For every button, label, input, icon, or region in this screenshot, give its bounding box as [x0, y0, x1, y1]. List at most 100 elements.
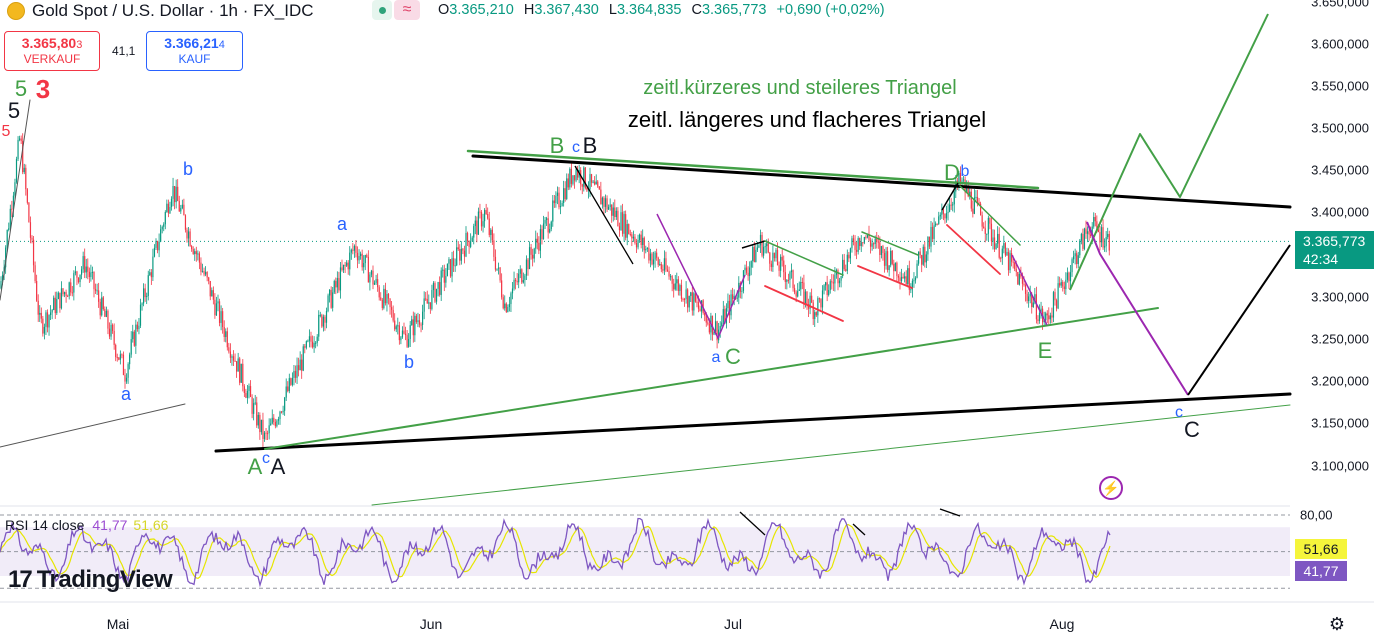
wave-label: c — [1175, 404, 1183, 421]
candle-body — [377, 279, 379, 288]
candle-body — [175, 186, 177, 203]
candle-body — [237, 358, 239, 372]
candle-body — [99, 301, 101, 316]
candle-body — [983, 226, 985, 229]
candle-body — [408, 338, 410, 347]
candle-body — [544, 219, 546, 224]
candle-body — [1057, 283, 1059, 309]
candle-body — [211, 290, 213, 297]
market-open-icon[interactable] — [372, 0, 392, 20]
candle-body — [696, 301, 698, 303]
candle-body — [722, 309, 724, 323]
candle-body — [552, 200, 554, 222]
candle-body — [910, 289, 912, 291]
time-label-jul: Jul — [724, 616, 742, 632]
candle-body — [291, 377, 293, 385]
candle-body — [310, 336, 312, 342]
settings-icon[interactable]: ⚙ — [1328, 614, 1346, 634]
candle-body — [538, 242, 540, 251]
candle-body — [135, 324, 137, 346]
candle-body — [186, 229, 188, 239]
candle-body — [959, 172, 962, 182]
candle-body — [484, 210, 486, 222]
candle-body — [887, 251, 889, 271]
candle-body — [504, 303, 506, 309]
candle-body — [420, 324, 422, 326]
candle-body — [311, 341, 314, 348]
candle-body — [353, 245, 355, 251]
rsi-legend[interactable]: RSI 14 close 41,77 51,66 — [5, 517, 168, 533]
candle-body — [178, 201, 180, 212]
candle-body — [208, 277, 210, 281]
candle-body — [93, 271, 95, 290]
candle-body — [487, 214, 489, 219]
candle-body — [1012, 261, 1014, 263]
candle-body — [457, 247, 459, 250]
candle-body — [308, 336, 311, 341]
candle-body — [56, 298, 58, 314]
candle-body — [699, 308, 701, 312]
wave-label: D — [944, 160, 960, 185]
candle-body — [510, 293, 512, 305]
candle-body — [315, 342, 317, 344]
candle-body — [981, 215, 983, 227]
lightning-icon[interactable]: ⚡ — [1099, 476, 1123, 500]
candle-body — [256, 402, 258, 426]
candle-body — [138, 325, 140, 330]
candle-body — [769, 252, 771, 264]
buy-button[interactable]: 3.366,214 KAUF — [146, 31, 243, 71]
candle-body — [184, 215, 187, 230]
candle-body — [257, 414, 259, 426]
candle-body — [750, 261, 752, 268]
candle-body — [245, 393, 247, 398]
candle-body — [1091, 226, 1093, 237]
candle-body — [608, 206, 610, 210]
candle-body — [697, 302, 700, 309]
candle-body — [925, 254, 927, 263]
candle-body — [865, 236, 867, 238]
candle-body — [857, 238, 859, 252]
candles — [0, 133, 1110, 448]
candle-body — [1001, 248, 1003, 259]
candle-body — [516, 281, 518, 283]
rsi-ma-value: 51,66 — [133, 517, 169, 533]
candle-body — [563, 188, 565, 203]
candle-body — [220, 311, 222, 323]
candle-body — [270, 423, 272, 426]
time-label-aug: Aug — [1049, 616, 1075, 632]
candle-body — [792, 270, 794, 289]
symbol-title[interactable]: Gold Spot / U.S. Dollar · 1h · FX_IDC — [32, 1, 314, 20]
candle-body — [150, 272, 152, 278]
rsi-pane — [0, 508, 1290, 589]
candle-body — [356, 252, 359, 261]
candle-body — [322, 316, 324, 327]
candle-body — [837, 270, 839, 284]
candle-body — [102, 297, 104, 310]
candle-body — [442, 269, 444, 271]
candle-body — [246, 390, 249, 398]
candle-body — [70, 282, 72, 293]
candle-body — [25, 167, 27, 190]
candle-body — [1011, 253, 1013, 262]
candle-body — [482, 221, 484, 227]
price-axis-label: 3.100,000 — [1311, 458, 1369, 473]
price-axis[interactable]: 3.650,000 3.600,000 3.550,000 3.500,000 3.45… — [1291, 0, 1374, 600]
candle-body — [652, 259, 655, 265]
sell-button[interactable]: 3.365,803 VERKAUF — [4, 31, 100, 71]
candle-body — [665, 258, 667, 270]
candle-body — [383, 288, 385, 309]
candle-body — [1071, 259, 1073, 273]
candle-body — [153, 247, 156, 257]
candle-body — [73, 273, 75, 293]
wave-purple-2 — [1011, 254, 1048, 326]
candle-body — [645, 249, 647, 251]
candle-body — [882, 246, 884, 253]
tradingview-logo[interactable]: 17 TradingView — [8, 566, 173, 594]
candle-body — [592, 181, 594, 183]
candle-body — [727, 300, 729, 309]
candle-body — [48, 315, 50, 328]
candle-body — [873, 243, 875, 245]
wave-icon[interactable]: ≈ — [394, 0, 420, 20]
candle-body — [984, 228, 986, 234]
